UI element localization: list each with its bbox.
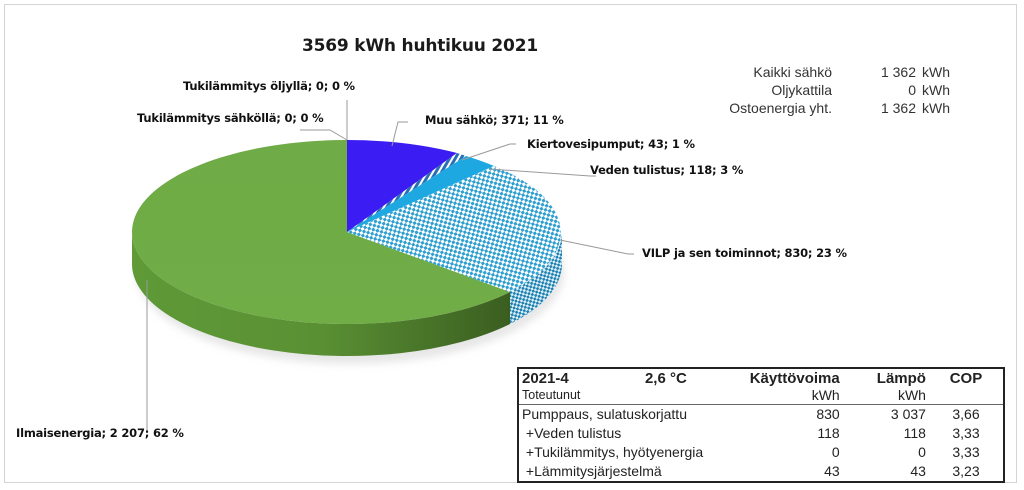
slice-kiertovesipumput[interactable]: [347, 153, 466, 232]
summary-value: 1 362: [880, 100, 916, 116]
row-label: +Lämmitysjärjestelmä: [522, 463, 662, 479]
label-tukilammitys-sahkolla: Tukilämmitys sähköllä; 0; 0 %: [137, 111, 324, 125]
row-lampo: 0: [918, 444, 926, 460]
label-muu-sahko: Muu sähkö; 371; 11 %: [425, 113, 564, 127]
label-vilp: VILP ja sen toiminnot; 830; 23 %: [642, 246, 847, 260]
table-row: +Lämmitysjärjestelmä 43 43 3,23: [518, 462, 1004, 482]
row-cop: 3,33: [952, 444, 980, 460]
header-lampo: Lämpö: [876, 369, 926, 387]
slice-vilp[interactable]: [347, 166, 561, 292]
row-kayttovoima: 0: [831, 444, 840, 460]
row-label: Pumppaus, sulatuskorjattu: [522, 406, 687, 422]
label-tukilammitys-oljylla: Tukilämmitys öljyllä; 0; 0 %: [183, 79, 355, 93]
summary-unit: kWh: [922, 64, 950, 80]
slice-muu-sahko[interactable]: [347, 140, 457, 232]
leader-lines: [146, 100, 634, 432]
row-kayttovoima: 830: [816, 406, 840, 422]
slice-side-ilmaisenergia: [131, 232, 510, 357]
energy-summary: Kaikki sähkö 1 362 kWh Oljykattila 0 kWh…: [700, 63, 962, 117]
row-cop: 3,23: [952, 463, 980, 479]
summary-label: Ostoenergia yht.: [729, 100, 832, 116]
label-ilmaisenergia: Ilmaisenergia; 2 207; 62 %: [16, 426, 184, 440]
header-temperature: 2,6 °C: [644, 369, 687, 387]
table-header-row: 2021-4 2,6 °C Käyttövoima Lämpö COP: [518, 368, 1004, 387]
label-kiertovesipumput: Kiertovesipumput; 43; 1 %: [527, 137, 695, 151]
row-lampo: 3 037: [890, 406, 926, 422]
summary-label: Kaikki sähkö: [753, 64, 832, 80]
chart-title: 3569 kWh huhtikuu 2021: [302, 36, 538, 56]
row-label: +Tukilämmitys, hyötyenergia: [522, 444, 704, 460]
slice-ilmaisenergia[interactable]: [132, 140, 510, 325]
summary-label: Oljykattila: [771, 82, 832, 98]
row-lampo: 43: [910, 463, 926, 479]
slice-veden-tulistus[interactable]: [347, 156, 494, 232]
row-cop: 3,33: [952, 425, 980, 441]
row-kayttovoima: 43: [824, 463, 840, 479]
row-lampo: 118: [903, 425, 926, 441]
units-cop: [928, 387, 1004, 405]
summary-row-ostoenergia: Ostoenergia yht. 1 362 kWh: [700, 99, 962, 117]
table-row: Pumppaus, sulatuskorjattu 830 3 037 3,66: [518, 405, 1004, 425]
row-label: +Veden tulistus: [522, 425, 622, 441]
units-lampo: kWh: [842, 387, 929, 405]
label-veden-tulistus: Veden tulistus; 118; 3 %: [590, 163, 744, 177]
units-label: Toteutunut: [518, 387, 738, 405]
header-cop: COP: [949, 369, 983, 387]
table-row: +Veden tulistus 118 118 3,33: [518, 424, 1004, 443]
table-units-row: Toteutunut kWh kWh: [518, 387, 1004, 405]
header-kayttovoima: Käyttövoima: [749, 369, 840, 387]
summary-value: 1 362: [880, 64, 916, 80]
slice-side-vilp: [510, 232, 563, 324]
header-period: 2021-4: [522, 369, 569, 387]
summary-row-kaikki-sahko: Kaikki sähkö 1 362 kWh: [700, 63, 962, 81]
summary-unit: kWh: [922, 100, 950, 116]
units-kayttovoima: kWh: [737, 387, 843, 405]
row-kayttovoima: 118: [817, 425, 840, 441]
summary-row-oljykattila: Oljykattila 0 kWh: [700, 81, 962, 99]
row-cop: 3,66: [952, 406, 980, 422]
summary-value: 0: [908, 82, 916, 98]
table-row: +Tukilämmitys, hyötyenergia 0 0 3,33: [518, 443, 1004, 462]
cop-table: 2021-4 2,6 °C Käyttövoima Lämpö COP Tote…: [517, 367, 1005, 483]
summary-unit: kWh: [922, 82, 950, 98]
